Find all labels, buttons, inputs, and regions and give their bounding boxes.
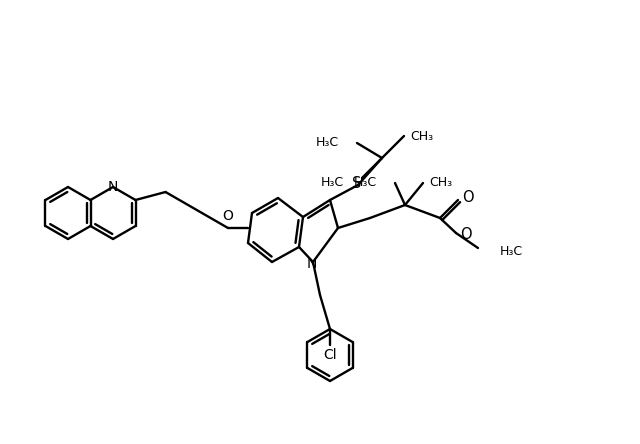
Text: O: O <box>462 190 474 206</box>
Text: Cl: Cl <box>323 348 337 362</box>
Text: O: O <box>223 209 234 223</box>
Text: H₃C: H₃C <box>316 136 339 150</box>
Text: H₃C: H₃C <box>500 246 523 258</box>
Text: N: N <box>307 257 317 271</box>
Text: N: N <box>108 180 118 194</box>
Text: CH₃: CH₃ <box>429 175 452 189</box>
Text: CH₃: CH₃ <box>410 130 433 143</box>
Text: H₃C: H₃C <box>321 177 344 190</box>
Text: H₃C: H₃C <box>354 175 377 189</box>
Text: S: S <box>352 177 362 191</box>
Text: O: O <box>460 227 472 242</box>
